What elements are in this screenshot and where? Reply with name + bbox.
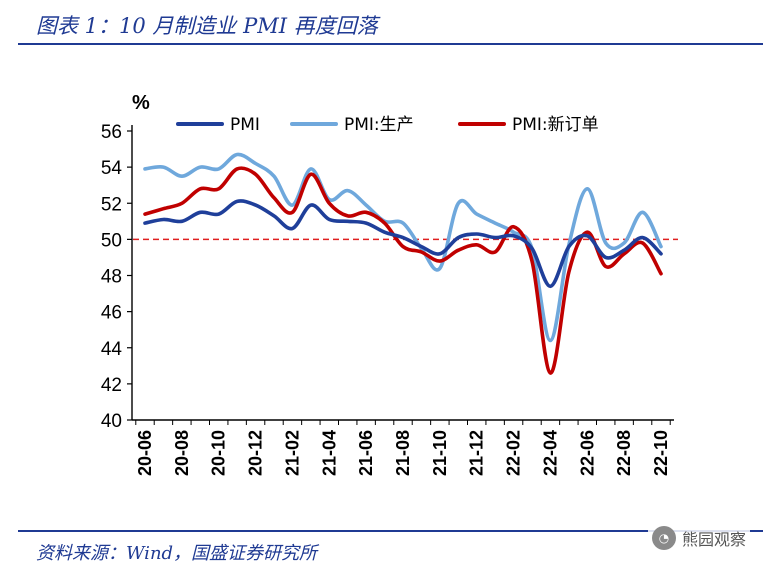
x-tick-label: 21-10 xyxy=(430,430,450,476)
x-tick-label: 22-04 xyxy=(540,430,560,476)
y-tick-label: 56 xyxy=(101,122,122,143)
x-axis-ticks: 20-06 20-08 20-10 20-12 21-02 21-04 21-06 21-08… xyxy=(135,420,671,476)
x-tick-label: 20-08 xyxy=(172,430,192,476)
x-tick-label: 21-08 xyxy=(393,430,413,476)
x-tick-label: 22-06 xyxy=(577,430,597,476)
y-tick-label: 50 xyxy=(101,230,122,251)
chart-legend: PMI PMI:生产 PMI:新订单 xyxy=(176,115,599,135)
watermark-text: 熊园观察 xyxy=(682,530,747,549)
source-note: 资料来源：Wind，国盛证券研究所 xyxy=(36,543,318,564)
x-tick-label: 21-12 xyxy=(467,430,487,476)
watermark: ◔ 熊园观察 xyxy=(648,524,751,552)
x-tick-label: 22-10 xyxy=(651,430,671,476)
y-tick-label: 48 xyxy=(101,267,122,288)
x-tick-label: 20-12 xyxy=(246,430,266,476)
y-tick-label: 54 xyxy=(101,158,123,179)
y-tick-label: 42 xyxy=(101,375,122,396)
legend-label-production: PMI:生产 xyxy=(344,115,414,135)
y-axis-ticks: 40 42 44 46 48 50 52 54 56 xyxy=(101,122,132,432)
series-line-new-orders xyxy=(143,166,663,375)
x-tick-label: 20-06 xyxy=(135,430,155,476)
y-tick-label: 44 xyxy=(101,339,123,360)
legend-label-pmi: PMI xyxy=(230,115,260,135)
x-tick-label: 21-02 xyxy=(282,430,302,476)
y-axis-unit-label: % xyxy=(132,92,150,114)
title-rule xyxy=(18,43,763,45)
x-tick-label: 22-02 xyxy=(504,430,524,476)
x-tick-label: 21-04 xyxy=(319,430,339,476)
series-line-pmi xyxy=(143,199,663,289)
series-line-production xyxy=(143,152,663,343)
chart-series xyxy=(133,152,678,375)
x-tick-label: 22-08 xyxy=(614,430,634,476)
x-tick-label: 21-06 xyxy=(356,430,376,476)
figure-title: 图表 1：10 月制造业 PMI 再度回落 xyxy=(36,14,378,38)
legend-label-new-orders: PMI:新订单 xyxy=(512,115,599,135)
y-tick-label: 52 xyxy=(101,194,122,215)
chart-axes xyxy=(131,125,674,421)
source-rule xyxy=(18,530,763,532)
y-tick-label: 46 xyxy=(101,303,122,324)
y-tick-label: 40 xyxy=(101,411,122,432)
wechat-icon: ◔ xyxy=(652,526,676,550)
x-tick-label: 20-10 xyxy=(209,430,229,476)
